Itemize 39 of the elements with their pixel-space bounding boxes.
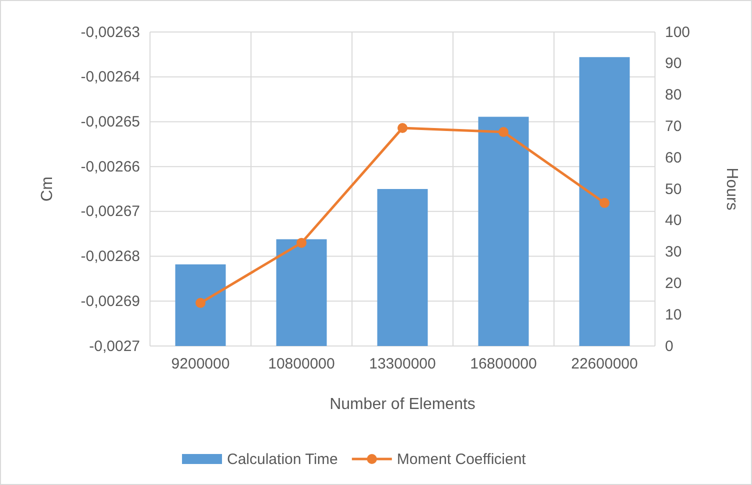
y-tick-label: -0,00267 (80, 203, 140, 220)
y2-axis-title: Hours (723, 168, 740, 210)
bar (478, 116, 529, 346)
y-tick-label: -0,00264 (80, 68, 140, 86)
point (600, 198, 610, 208)
x-tick-label: 10800000 (268, 356, 335, 373)
y2-tick-label: 40 (665, 212, 682, 230)
legend-label: Calculation Time (227, 451, 338, 468)
bar (579, 57, 630, 346)
x-tick-label: 9200000 (171, 356, 230, 373)
y-tick-label: -0,00266 (80, 158, 140, 176)
bar (175, 264, 226, 346)
bar (377, 189, 428, 346)
y2-tick-label: 0 (665, 338, 674, 355)
y2-tick-label: 30 (665, 244, 682, 261)
legend-label: Moment Coefficient (396, 451, 527, 468)
y2-tick-label: 100 (665, 24, 690, 41)
y2-tick-label: 80 (665, 86, 682, 104)
y2-tick-label: 10 (665, 306, 682, 324)
y-axis-title: Cm (39, 176, 56, 202)
bar (276, 239, 327, 346)
x-tick-label: 13300000 (369, 356, 436, 373)
y2-tick-label: 50 (665, 180, 682, 198)
y2-tick-label: 90 (665, 55, 682, 72)
point (498, 127, 508, 138)
y2-tick-label: 60 (665, 149, 682, 166)
y2-tick-label: 70 (665, 118, 682, 135)
x-tick-label: 16800000 (470, 356, 537, 373)
y-tick-label: -0,00265 (80, 114, 140, 131)
point (296, 238, 306, 248)
x-axis-title: Number of Elements (330, 396, 476, 413)
point (398, 122, 408, 133)
x-tick-label: 22600000 (571, 356, 638, 373)
point (196, 298, 206, 308)
y-tick-label: -0,00269 (80, 292, 140, 310)
y2-tick-label: 20 (665, 275, 682, 292)
y-tick-label: -0,0027 (89, 338, 140, 355)
y-tick-label: -0,00268 (80, 248, 140, 266)
y-tick-label: -0,00263 (80, 24, 140, 41)
